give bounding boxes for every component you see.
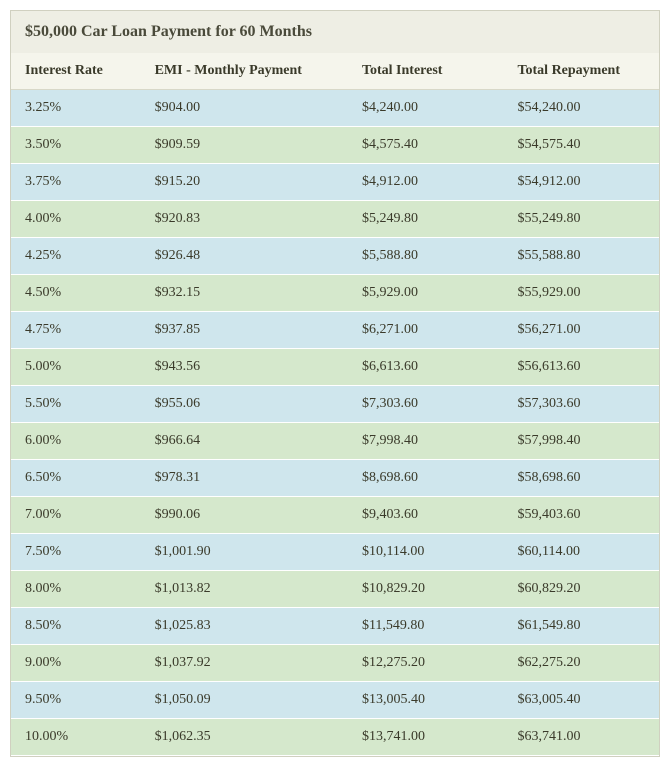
table-row: 3.50%$909.59$4,575.40$54,575.40 [11, 127, 659, 164]
cell-rate: 5.50% [11, 386, 141, 423]
cell-emi: $932.15 [141, 275, 348, 312]
cell-total: $55,929.00 [503, 275, 659, 312]
cell-rate: 3.50% [11, 127, 141, 164]
cell-rate: 9.00% [11, 645, 141, 682]
table-row: 4.00%$920.83$5,249.80$55,249.80 [11, 201, 659, 238]
table-row: 9.50%$1,050.09$13,005.40$63,005.40 [11, 682, 659, 719]
cell-emi: $904.00 [141, 90, 348, 127]
table-row: 8.00%$1,013.82$10,829.20$60,829.20 [11, 571, 659, 608]
cell-interest: $7,303.60 [348, 386, 504, 423]
cell-emi: $943.56 [141, 349, 348, 386]
cell-emi: $937.85 [141, 312, 348, 349]
cell-total: $54,240.00 [503, 90, 659, 127]
cell-interest: $11,549.80 [348, 608, 504, 645]
cell-total: $59,403.60 [503, 497, 659, 534]
cell-rate: 5.00% [11, 349, 141, 386]
header-total: Total Repayment [503, 53, 659, 90]
cell-total: $54,912.00 [503, 164, 659, 201]
cell-rate: 6.50% [11, 460, 141, 497]
cell-total: $55,588.80 [503, 238, 659, 275]
table-row: 3.25%$904.00$4,240.00$54,240.00 [11, 90, 659, 127]
cell-total: $57,998.40 [503, 423, 659, 460]
table-title: $50,000 Car Loan Payment for 60 Months [11, 11, 659, 53]
header-rate: Interest Rate [11, 53, 141, 90]
cell-interest: $9,403.60 [348, 497, 504, 534]
cell-emi: $1,025.83 [141, 608, 348, 645]
cell-interest: $13,741.00 [348, 719, 504, 756]
table-row: 6.50%$978.31$8,698.60$58,698.60 [11, 460, 659, 497]
cell-emi: $1,050.09 [141, 682, 348, 719]
cell-rate: 3.25% [11, 90, 141, 127]
cell-interest: $4,575.40 [348, 127, 504, 164]
cell-emi: $915.20 [141, 164, 348, 201]
cell-total: $58,698.60 [503, 460, 659, 497]
cell-emi: $920.83 [141, 201, 348, 238]
table-row: 4.50%$932.15$5,929.00$55,929.00 [11, 275, 659, 312]
cell-interest: $7,998.40 [348, 423, 504, 460]
cell-emi: $1,013.82 [141, 571, 348, 608]
cell-total: $63,005.40 [503, 682, 659, 719]
cell-emi: $966.64 [141, 423, 348, 460]
cell-emi: $926.48 [141, 238, 348, 275]
cell-total: $61,549.80 [503, 608, 659, 645]
table-row: 9.00%$1,037.92$12,275.20$62,275.20 [11, 645, 659, 682]
table-row: 5.00%$943.56$6,613.60$56,613.60 [11, 349, 659, 386]
table-row: 4.25%$926.48$5,588.80$55,588.80 [11, 238, 659, 275]
cell-rate: 4.75% [11, 312, 141, 349]
cell-interest: $5,249.80 [348, 201, 504, 238]
table-row: 6.00%$966.64$7,998.40$57,998.40 [11, 423, 659, 460]
cell-interest: $5,588.80 [348, 238, 504, 275]
cell-interest: $6,271.00 [348, 312, 504, 349]
cell-rate: 7.00% [11, 497, 141, 534]
cell-emi: $955.06 [141, 386, 348, 423]
header-emi: EMI - Monthly Payment [141, 53, 348, 90]
table-row: 8.50%$1,025.83$11,549.80$61,549.80 [11, 608, 659, 645]
table-row: 5.50%$955.06$7,303.60$57,303.60 [11, 386, 659, 423]
cell-emi: $1,062.35 [141, 719, 348, 756]
cell-rate: 8.50% [11, 608, 141, 645]
table-row: 7.50%$1,001.90$10,114.00$60,114.00 [11, 534, 659, 571]
cell-total: $63,741.00 [503, 719, 659, 756]
cell-total: $60,829.20 [503, 571, 659, 608]
cell-rate: 8.00% [11, 571, 141, 608]
cell-interest: $10,829.20 [348, 571, 504, 608]
cell-interest: $5,929.00 [348, 275, 504, 312]
cell-interest: $10,114.00 [348, 534, 504, 571]
cell-rate: 10.00% [11, 719, 141, 756]
table-row: 4.75%$937.85$6,271.00$56,271.00 [11, 312, 659, 349]
cell-interest: $13,005.40 [348, 682, 504, 719]
cell-interest: $12,275.20 [348, 645, 504, 682]
cell-total: $57,303.60 [503, 386, 659, 423]
table-row: 3.75%$915.20$4,912.00$54,912.00 [11, 164, 659, 201]
cell-total: $56,613.60 [503, 349, 659, 386]
cell-rate: 4.50% [11, 275, 141, 312]
cell-total: $62,275.20 [503, 645, 659, 682]
cell-rate: 4.25% [11, 238, 141, 275]
cell-rate: 4.00% [11, 201, 141, 238]
table-header-row: Interest Rate EMI - Monthly Payment Tota… [11, 53, 659, 90]
cell-emi: $990.06 [141, 497, 348, 534]
cell-interest: $8,698.60 [348, 460, 504, 497]
cell-interest: $4,912.00 [348, 164, 504, 201]
loan-table-container: $50,000 Car Loan Payment for 60 Months I… [10, 10, 660, 757]
cell-total: $60,114.00 [503, 534, 659, 571]
cell-emi: $1,037.92 [141, 645, 348, 682]
cell-total: $54,575.40 [503, 127, 659, 164]
cell-rate: 9.50% [11, 682, 141, 719]
header-interest: Total Interest [348, 53, 504, 90]
cell-emi: $909.59 [141, 127, 348, 164]
cell-emi: $978.31 [141, 460, 348, 497]
cell-rate: 6.00% [11, 423, 141, 460]
loan-table: Interest Rate EMI - Monthly Payment Tota… [11, 53, 659, 756]
cell-rate: 7.50% [11, 534, 141, 571]
cell-interest: $6,613.60 [348, 349, 504, 386]
table-row: 10.00%$1,062.35$13,741.00$63,741.00 [11, 719, 659, 756]
cell-emi: $1,001.90 [141, 534, 348, 571]
cell-interest: $4,240.00 [348, 90, 504, 127]
cell-rate: 3.75% [11, 164, 141, 201]
table-row: 7.00%$990.06$9,403.60$59,403.60 [11, 497, 659, 534]
cell-total: $55,249.80 [503, 201, 659, 238]
cell-total: $56,271.00 [503, 312, 659, 349]
